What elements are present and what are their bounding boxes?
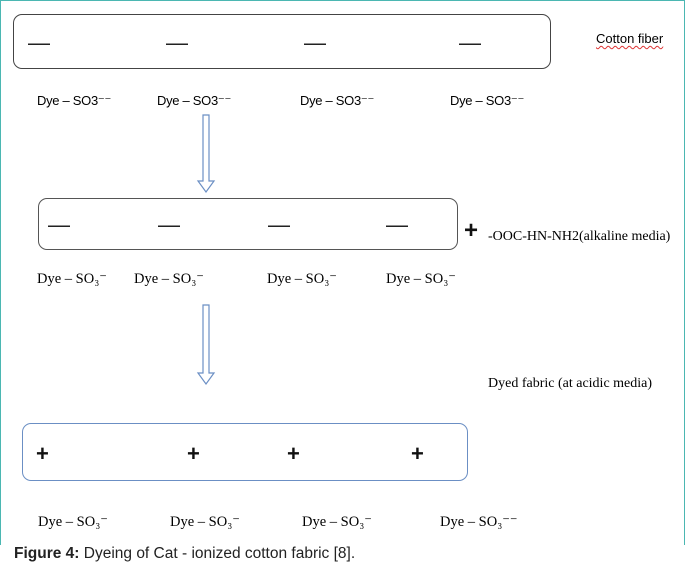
fabric-box-alkaline <box>38 198 458 250</box>
down-arrow-icon <box>196 304 216 386</box>
negative-charge: — <box>48 212 70 237</box>
plus-sign: + <box>464 217 479 244</box>
dye-label: Dye – SO₃⁻ <box>302 514 372 530</box>
negative-charge: — <box>268 212 290 237</box>
dyed-fabric-box <box>22 423 468 481</box>
down-arrow-icon <box>196 114 216 194</box>
dye-label: Dye – SO3⁻⁻ <box>300 93 375 108</box>
dye-label: Dye – SO₃⁻ <box>38 514 108 530</box>
negative-charge: — <box>304 30 326 55</box>
negative-charge: — <box>166 30 188 55</box>
dye-label: Dye – SO3⁻⁻ <box>37 93 112 108</box>
dye-label: Dye – SO₃⁻ <box>267 271 337 287</box>
figure-caption-text: Dyeing of Cat - ionized cotton fabric [8… <box>79 545 356 562</box>
cotton-fiber-box <box>13 14 551 69</box>
dye-label: Dye – SO3⁻⁻ <box>157 93 232 108</box>
positive-charge: + <box>287 441 300 466</box>
cotton-fiber-label: Cotton fiber <box>596 31 664 46</box>
negative-charge: — <box>459 30 481 55</box>
alkaline-media-label: -OOC-HN-NH2(alkaline media) <box>488 229 671 244</box>
dye-label: Dye – SO₃⁻ <box>134 271 204 287</box>
negative-charge: — <box>158 212 180 237</box>
figure-caption: Figure 4: Dyeing of Cat - ionized cotton… <box>14 545 355 563</box>
dye-label: Dye – SO3⁻⁻ <box>450 93 525 108</box>
positive-charge: + <box>36 441 49 466</box>
negative-charge: — <box>386 212 408 237</box>
dye-label: Dye – SO₃⁻ <box>170 514 240 530</box>
dye-label: Dye – SO₃⁻ <box>386 271 456 287</box>
dye-label: Dye – SO₃⁻⁻ <box>440 514 518 530</box>
figure-caption-label: Figure 4: <box>14 545 80 562</box>
dyed-fabric-label: Dyed fabric (at acidic media) <box>488 376 653 391</box>
dye-label: Dye – SO₃⁻ <box>37 271 107 287</box>
figure-frame <box>0 0 685 545</box>
negative-charge: — <box>28 30 50 55</box>
positive-charge: + <box>411 441 424 466</box>
positive-charge: + <box>187 441 200 466</box>
